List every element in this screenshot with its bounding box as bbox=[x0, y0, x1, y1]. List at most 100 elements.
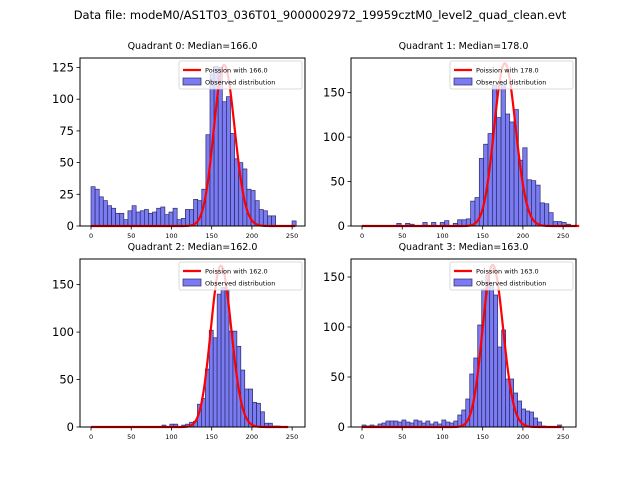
histogram-bar bbox=[168, 211, 174, 227]
panel-quadrant-0: Quadrant 0: Median=166.0 0 50 100 150 200 250 0… bbox=[52, 41, 306, 240]
histogram-bar bbox=[220, 287, 226, 428]
histogram-bar bbox=[526, 179, 532, 227]
panel-quadrant-2: Quadrant 2: Median=162.0 0 50 100 150 200 250 0… bbox=[52, 242, 306, 441]
x-tick-label: 200 bbox=[517, 433, 529, 441]
histogram-bar bbox=[496, 117, 502, 227]
x-tick-label: 150 bbox=[205, 433, 217, 441]
histogram-bar bbox=[509, 121, 515, 227]
x-tick-label: 150 bbox=[476, 433, 488, 441]
histogram-bar bbox=[505, 113, 511, 227]
legend-box bbox=[449, 60, 574, 90]
histogram-bar bbox=[189, 209, 194, 227]
y-tick-label: 100 bbox=[323, 320, 345, 334]
x-tick-label: 50 bbox=[398, 232, 406, 240]
histogram-bar bbox=[529, 411, 534, 428]
histogram-bar bbox=[115, 212, 121, 227]
histogram-bar bbox=[127, 210, 133, 227]
histogram-bar bbox=[90, 186, 96, 227]
x-tick-label: 100 bbox=[165, 232, 177, 240]
histogram-bar bbox=[98, 196, 104, 227]
histogram-bar bbox=[493, 294, 499, 428]
legend-box bbox=[178, 60, 303, 90]
panel-title: Quadrant 2: Median=162.0 bbox=[128, 242, 258, 253]
x-tick-label: 250 bbox=[557, 433, 569, 441]
histogram-bar bbox=[212, 337, 218, 428]
y-tick-label: 0 bbox=[338, 219, 345, 233]
histogram-bar bbox=[221, 101, 227, 227]
y-tick-label: 25 bbox=[59, 187, 74, 201]
legend: Poission with 166.0 Observed distribution bbox=[178, 60, 303, 90]
x-tick-label: 50 bbox=[127, 232, 135, 240]
x-tick-label: 250 bbox=[286, 433, 298, 441]
y-tick-label: 75 bbox=[59, 124, 74, 138]
legend-bar-swatch bbox=[453, 77, 473, 86]
histogram-bar bbox=[544, 203, 550, 227]
panel-title: Quadrant 1: Median=178.0 bbox=[399, 41, 529, 52]
legend-label-observed: Observed distribution bbox=[205, 280, 275, 288]
histogram-bar bbox=[164, 214, 170, 227]
figure-suptitle: Data file: modeM0/AS1T03_036T01_90000029… bbox=[73, 8, 567, 22]
histogram-bar bbox=[539, 202, 545, 227]
y-tick-label: 100 bbox=[52, 92, 74, 106]
x-tick-label: 100 bbox=[436, 232, 448, 240]
histogram-bar bbox=[144, 209, 149, 227]
y-tick-label: 50 bbox=[59, 156, 74, 170]
histogram-bar bbox=[94, 188, 100, 227]
histogram-bar bbox=[152, 211, 158, 227]
y-tick-label: 0 bbox=[67, 219, 74, 233]
legend-label-poisson: Poission with 162.0 bbox=[205, 268, 268, 276]
histogram-bar bbox=[470, 200, 476, 227]
histogram-bar bbox=[500, 83, 506, 227]
histogram-bar bbox=[254, 200, 260, 227]
panel-quadrant-3: Quadrant 3: Median=163.0 0 50 100 150 200 250 0… bbox=[323, 242, 577, 441]
histogram-bar bbox=[230, 133, 235, 227]
histogram-bar bbox=[216, 293, 222, 428]
x-tick-label: 250 bbox=[286, 232, 298, 240]
y-tick-label: 150 bbox=[323, 270, 345, 284]
x-tick-label: 250 bbox=[557, 232, 569, 240]
histogram-bar bbox=[258, 209, 264, 227]
histogram-bar bbox=[533, 417, 538, 428]
y-tick-label: 0 bbox=[67, 420, 74, 434]
histogram-bar bbox=[535, 184, 541, 227]
axes-frame bbox=[350, 57, 577, 227]
histogram-bar bbox=[131, 205, 137, 227]
histogram-bar bbox=[505, 378, 511, 428]
histogram-bar bbox=[271, 215, 276, 227]
legend-label-poisson: Poission with 166.0 bbox=[205, 67, 268, 75]
y-tick-label: 125 bbox=[52, 61, 74, 75]
histogram-bar bbox=[260, 411, 265, 428]
axes-frame bbox=[79, 57, 306, 227]
legend: Poission with 178.0 Observed distribution bbox=[449, 60, 574, 90]
histogram-bar bbox=[107, 205, 112, 227]
histogram-bar bbox=[102, 200, 108, 227]
x-tick-label: 200 bbox=[246, 232, 258, 240]
histogram-bar bbox=[135, 211, 141, 227]
y-tick-label: 0 bbox=[338, 420, 345, 434]
histogram-bar bbox=[262, 210, 268, 227]
panel-quadrant-1: Quadrant 1: Median=178.0 0 50 100 150 200 250 0… bbox=[323, 41, 580, 240]
x-tick-label: 0 bbox=[89, 232, 93, 240]
legend-box bbox=[449, 261, 574, 291]
y-tick-label: 50 bbox=[59, 373, 74, 387]
y-tick-label: 150 bbox=[323, 86, 345, 100]
legend-label-observed: Observed distribution bbox=[476, 280, 546, 288]
x-tick-label: 100 bbox=[436, 433, 448, 441]
legend-label-poisson: Poission with 163.0 bbox=[476, 268, 539, 276]
x-tick-label: 150 bbox=[476, 232, 488, 240]
histogram-bar bbox=[111, 207, 116, 227]
axes-frame bbox=[79, 258, 306, 428]
histogram-bar bbox=[148, 212, 153, 227]
histogram-bar bbox=[267, 215, 272, 227]
legend-bar-swatch bbox=[182, 278, 202, 287]
y-tick-label: 100 bbox=[323, 130, 345, 144]
legend-label-observed: Observed distribution bbox=[205, 79, 275, 87]
legend: Poission with 163.0 Observed distribution bbox=[449, 261, 574, 291]
panel-title: Quadrant 3: Median=163.0 bbox=[399, 242, 529, 253]
histogram-bar bbox=[234, 158, 240, 227]
x-tick-label: 50 bbox=[398, 433, 406, 441]
legend-bar-swatch bbox=[182, 77, 202, 86]
histogram-bar bbox=[525, 410, 530, 428]
panel-title: Quadrant 0: Median=166.0 bbox=[128, 41, 258, 52]
